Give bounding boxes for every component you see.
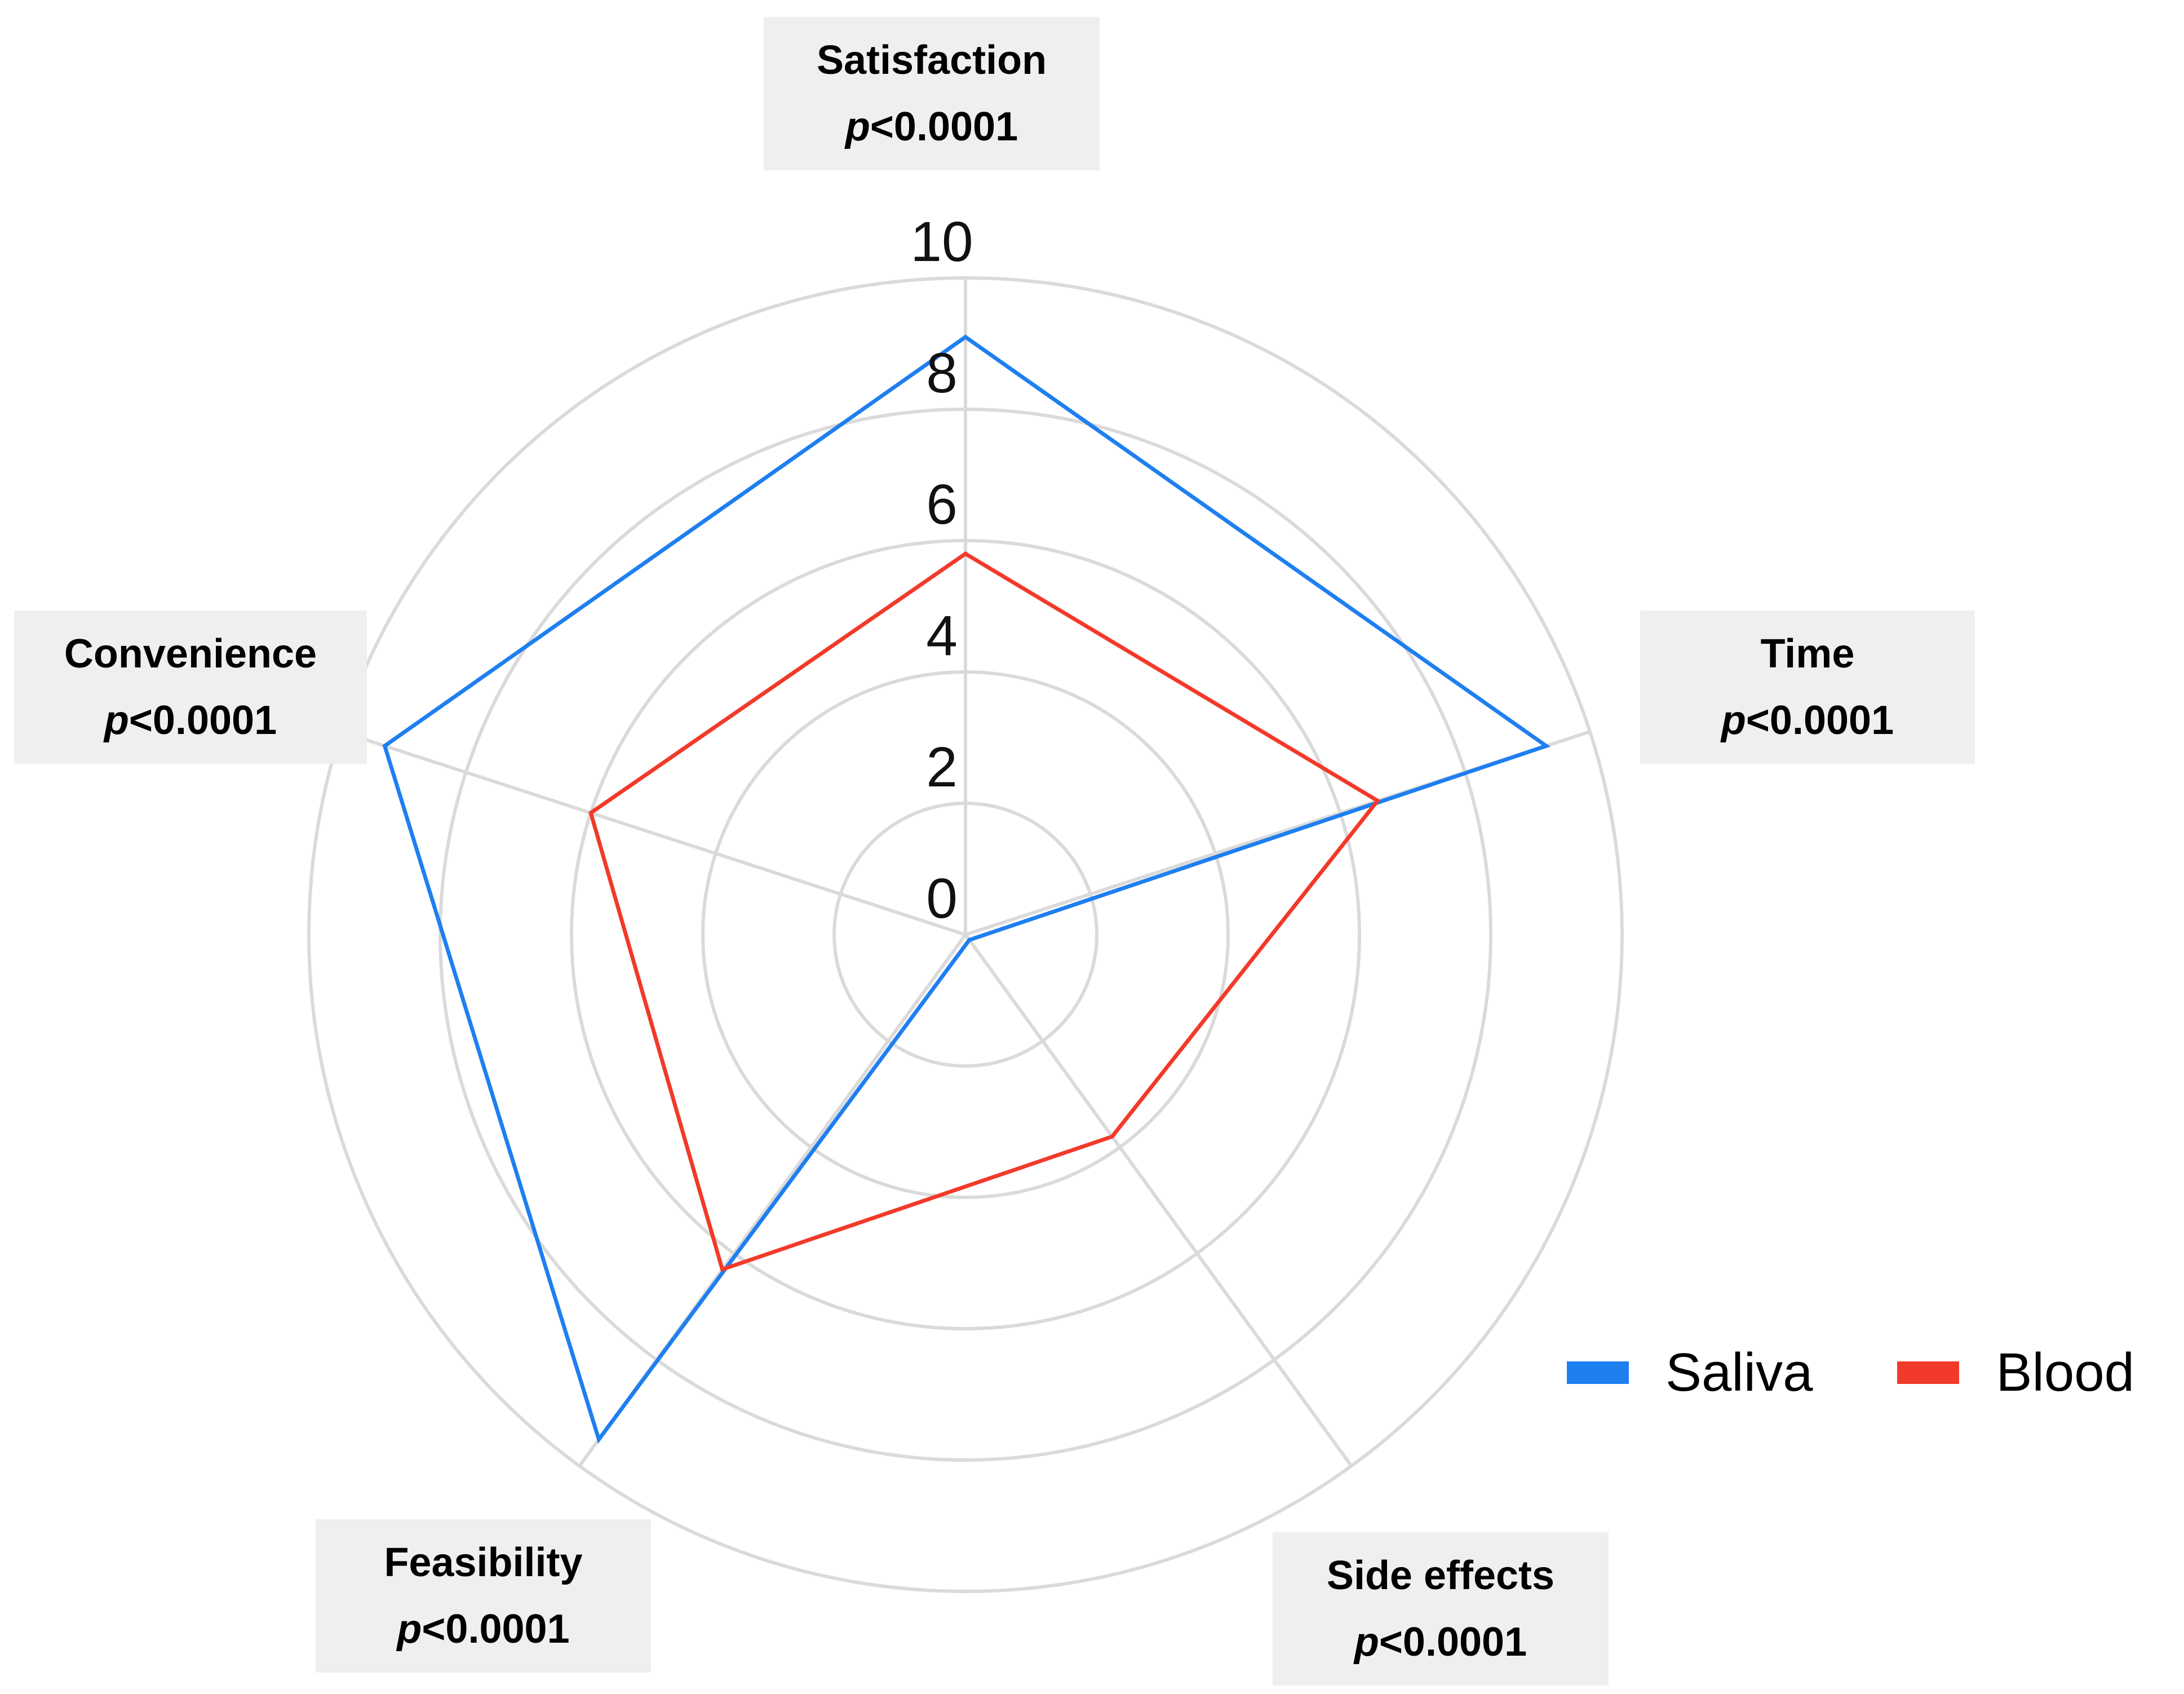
axis-name: Time xyxy=(1760,631,1855,676)
axis-p-value: p<0.0001 xyxy=(1721,698,1894,743)
axis-label-feasibility: Feasibility p<0.0001 xyxy=(316,1519,651,1673)
axis-spoke-convenience xyxy=(340,730,966,936)
axis-label-convenience: Convenience p<0.0001 xyxy=(14,611,367,764)
radar-series xyxy=(382,334,1551,1444)
axis-name: Feasibility xyxy=(384,1540,583,1585)
axis-p-value: p<0.0001 xyxy=(397,1607,570,1652)
axis-name: Side effects xyxy=(1326,1553,1555,1598)
series-line-blood xyxy=(588,551,1381,1272)
tick-label-0: 0 xyxy=(926,867,958,930)
axis-p-value: p<0.0001 xyxy=(845,104,1018,149)
legend-item-saliva: Saliva xyxy=(1567,1342,1813,1404)
axis-label-time: Time p<0.0001 xyxy=(1640,611,1975,764)
legend-swatch-saliva xyxy=(1567,1361,1629,1384)
tick-label-6: 6 xyxy=(926,473,958,536)
axis-p-value: p<0.0001 xyxy=(104,698,277,743)
legend-label-blood: Blood xyxy=(1996,1342,2134,1403)
radar-grid xyxy=(307,276,1624,1593)
series-line-saliva xyxy=(382,334,1551,1444)
legend-swatch-blood xyxy=(1897,1361,1960,1384)
radial-tick-labels: 0 2 4 6 8 10 xyxy=(910,210,973,930)
axis-name: Convenience xyxy=(64,631,317,676)
axis-spoke-side-effects xyxy=(964,934,1353,1467)
chart-legend: Saliva Blood xyxy=(1567,1330,2184,1415)
tick-label-10: 10 xyxy=(910,210,973,273)
tick-label-8: 8 xyxy=(926,342,958,405)
tick-label-4: 4 xyxy=(926,604,958,667)
axis-name: Satisfaction xyxy=(816,38,1047,83)
tick-label-2: 2 xyxy=(926,736,958,799)
axis-p-value: p<0.0001 xyxy=(1354,1620,1527,1665)
legend-item-blood: Blood xyxy=(1897,1342,2134,1404)
axis-label-satisfaction: Satisfaction p<0.0001 xyxy=(764,17,1100,170)
legend-label-saliva: Saliva xyxy=(1665,1342,1813,1403)
axis-label-side-effects: Side effects p<0.0001 xyxy=(1273,1532,1609,1686)
